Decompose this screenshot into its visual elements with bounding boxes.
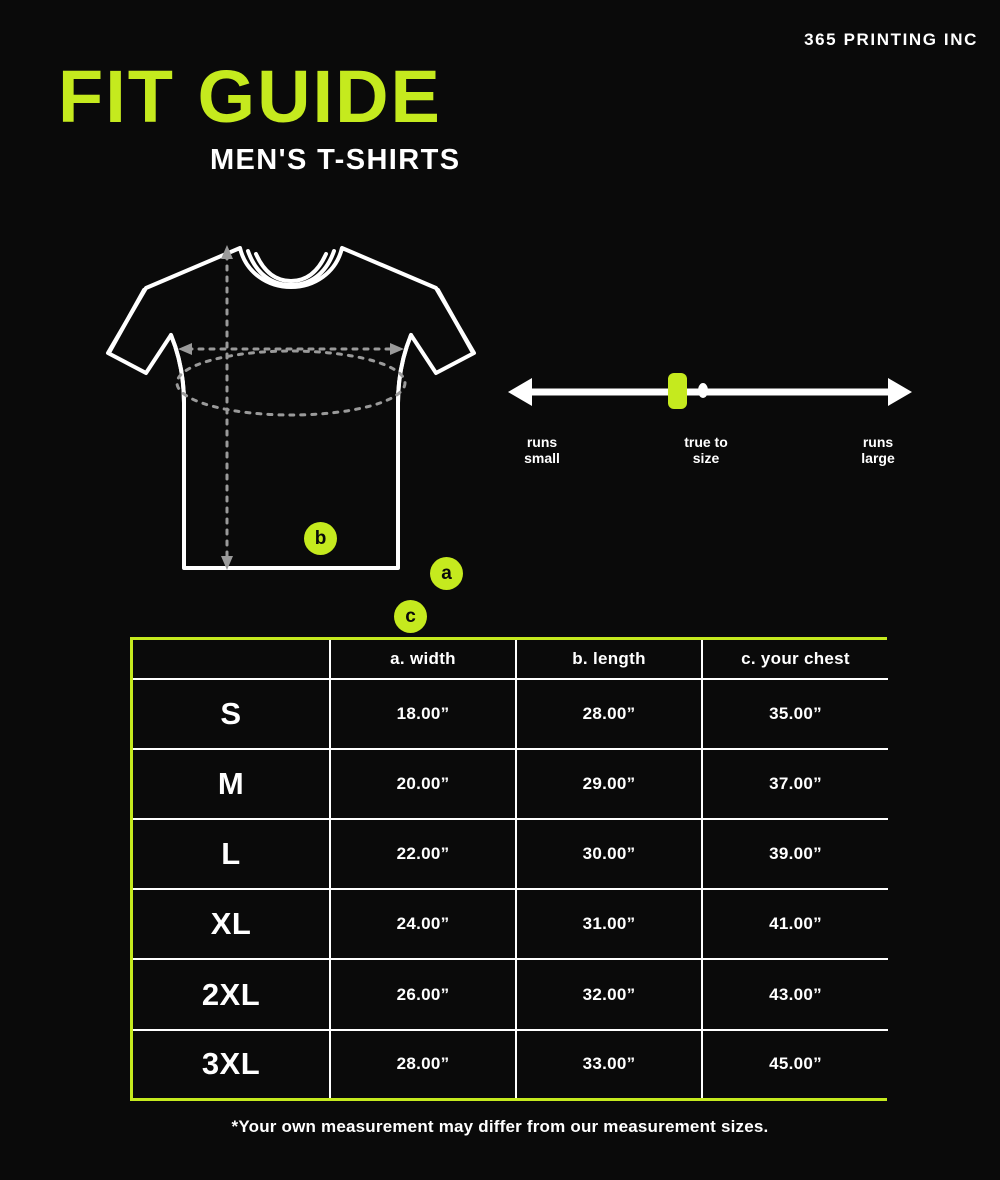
cell-width: 18.00” — [329, 677, 517, 750]
fit-scale-center-dot — [698, 383, 708, 398]
tshirt-diagram: b a c — [88, 225, 498, 633]
cell-size: 3XL — [133, 1028, 331, 1098]
cell-width: 26.00” — [329, 958, 517, 1031]
cell-width: 24.00” — [329, 888, 517, 961]
table-row: M 20.00” 29.00” 37.00” — [133, 747, 888, 821]
arrow-left-icon — [508, 378, 532, 406]
table-row: 2XL 26.00” 32.00” 43.00” — [133, 958, 888, 1031]
cell-length: 31.00” — [515, 888, 703, 961]
cell-length: 29.00” — [515, 747, 703, 821]
fit-scale-label-true-to-size: true to size — [684, 434, 728, 467]
cell-chest: 37.00” — [701, 747, 888, 821]
page-title-sub: MEN'S T-SHIRTS — [210, 144, 461, 177]
cell-length: 30.00” — [515, 818, 703, 891]
cell-chest: 35.00” — [701, 677, 888, 750]
cell-size: XL — [133, 888, 331, 961]
cell-size: L — [133, 818, 331, 891]
diagram-label-b: b — [304, 522, 337, 555]
cell-size: 2XL — [133, 958, 331, 1031]
fit-scale-label-runs-large: runs large — [861, 434, 895, 467]
cell-size: M — [133, 747, 331, 821]
cell-chest: 43.00” — [701, 958, 888, 1031]
cell-width: 28.00” — [329, 1028, 517, 1098]
brand-name: 365 PRINTING INC — [804, 30, 978, 49]
table-row: L 22.00” 30.00” 39.00” — [133, 818, 888, 891]
diagram-label-c: c — [394, 600, 427, 633]
fit-scale-label-runs-small: runs small — [524, 434, 560, 467]
width-arrow-left-icon — [178, 343, 192, 355]
header-cell-chest: c. your chest — [701, 640, 888, 680]
arrow-right-icon — [888, 378, 912, 406]
cell-length: 32.00” — [515, 958, 703, 1031]
cell-width: 22.00” — [329, 818, 517, 891]
cell-length: 33.00” — [515, 1028, 703, 1098]
header-cell-size — [133, 640, 331, 680]
table-row: XL 24.00” 31.00” 41.00” — [133, 888, 888, 961]
size-chart-table: a. width b. length c. your chest S 18.00… — [130, 637, 888, 1101]
table-row: S 18.00” 28.00” 35.00” — [133, 677, 888, 750]
footnote: *Your own measurement may differ from ou… — [231, 1117, 769, 1136]
page-title-main: FIT GUIDE — [58, 55, 442, 138]
cell-length: 28.00” — [515, 677, 703, 750]
diagram-label-a: a — [430, 557, 463, 590]
table-row: 3XL 28.00” 33.00” 45.00” — [133, 1028, 888, 1098]
cell-chest: 41.00” — [701, 888, 888, 961]
width-arrow-right-icon — [390, 343, 404, 355]
length-arrow-down-icon — [221, 556, 233, 570]
fit-scale-marker[interactable] — [668, 373, 687, 409]
cell-chest: 39.00” — [701, 818, 888, 891]
table-header-row: a. width b. length c. your chest — [133, 640, 888, 680]
header-cell-length: b. length — [515, 640, 703, 680]
cell-chest: 45.00” — [701, 1028, 888, 1098]
chest-measure-ellipse — [175, 349, 407, 417]
fit-scale: runs small true to size runs large — [500, 360, 920, 480]
fit-scale-axis-svg — [508, 378, 912, 406]
cell-width: 20.00” — [329, 747, 517, 821]
length-arrow-up-icon — [221, 245, 233, 259]
page-title: FIT GUIDE MEN'S T-SHIRTS — [58, 55, 461, 177]
header-cell-width: a. width — [329, 640, 517, 680]
tshirt-outline-svg — [106, 245, 476, 570]
cell-size: S — [133, 677, 331, 750]
